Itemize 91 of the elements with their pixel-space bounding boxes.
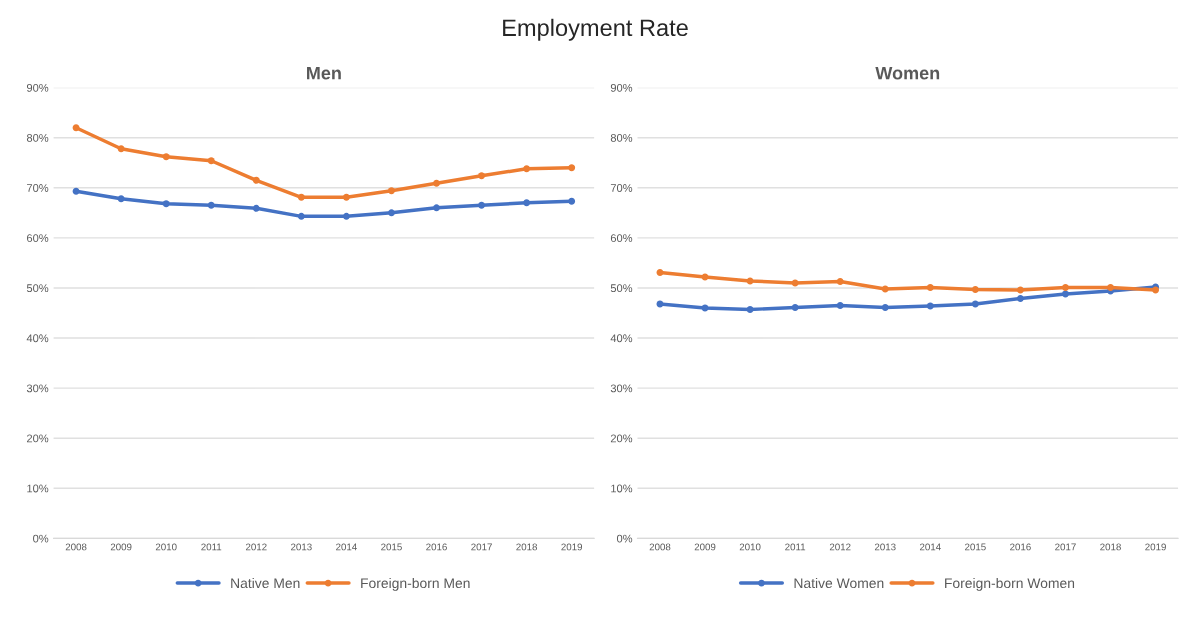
x-tick-label: 2019 [1145,543,1166,551]
x-tick-label: 2008 [649,543,671,551]
y-tick-label: 60% [610,234,633,243]
point [252,204,260,212]
point [656,268,664,276]
point [72,124,80,132]
point [568,164,576,172]
point [1016,286,1024,294]
point [881,285,889,293]
point [342,193,350,201]
point [297,212,305,220]
y-tick-label: 0% [616,534,633,543]
y-tick-label: 80% [26,133,49,142]
y-tick-label: 40% [26,334,49,343]
x-tick-label: 2017 [1055,543,1076,551]
x-tick-label: 2010 [739,543,761,551]
chart-title: Men [307,66,341,80]
x-tick-label: 2008 [65,543,87,551]
legend-label: Foreign-born Men [361,577,470,591]
point [836,277,844,285]
y-tick-label: 30% [26,384,49,393]
legend-label: Native Men [231,577,300,589]
chart-title: Women [875,66,940,80]
y-tick-label: 10% [27,484,49,493]
point [162,200,170,208]
point [881,304,889,311]
legend-label: Native Women [794,577,884,589]
point [836,302,844,309]
x-tick-label: 2012 [245,543,267,551]
x-tick-label: 2016 [1010,543,1031,551]
x-tick-label: 2013 [291,543,312,551]
x-tick-label: 2013 [874,543,896,551]
x-tick-label: 2011 [785,543,806,551]
text: Employment Rate [503,18,688,41]
y-tick-label: 90% [610,83,633,92]
point [433,204,440,212]
point [207,157,215,165]
point [478,172,486,180]
point [523,199,531,207]
y-tick-label: 50% [26,284,49,293]
x-tick-label: 2009 [694,543,716,551]
legend-label: Foreign-born Women [945,577,1075,591]
point [117,195,125,203]
point [207,201,215,209]
x-tick-label: 2017 [471,543,492,551]
x-tick-label: 2014 [336,543,357,551]
point [72,187,80,195]
x-tick-label: 2014 [919,543,941,551]
point [342,212,350,220]
point [433,179,440,187]
x-tick-label: 2018 [1100,543,1121,551]
point [523,165,531,173]
y-tick-label: 40% [610,334,633,343]
x-tick-label: 2019 [561,543,583,551]
y-tick-label: 0% [33,534,49,543]
y-tick-label: 70% [27,184,49,192]
point [1061,283,1069,291]
point [926,302,934,310]
point [478,201,486,209]
x-tick-label: 2011 [201,543,222,551]
y-tick-label: 90% [26,83,49,92]
y-tick-label: 30% [610,384,633,393]
y-tick-label: 10% [611,484,633,493]
point [568,197,576,205]
x-tick-label: 2015 [965,543,986,551]
x-tick-label: 2010 [155,543,177,551]
point [1016,295,1024,302]
point [117,145,125,153]
point [1107,283,1114,291]
point [926,283,934,291]
y-tick-label: 80% [610,133,633,142]
x-tick-label: 2016 [426,543,447,551]
y-tick-label: 60% [27,234,49,243]
x-tick-label: 2015 [381,543,402,551]
point [971,285,979,293]
y-tick-label: 50% [610,284,633,293]
x-tick-label: 2018 [516,543,538,551]
point [1061,290,1069,298]
y-tick-label: 20% [27,434,49,443]
point [297,193,305,201]
point [387,187,395,195]
point [162,153,170,161]
y-tick-label: 70% [610,184,633,192]
x-tick-label: 2012 [829,543,851,551]
x-tick-label: 2009 [110,543,132,551]
point [971,300,979,308]
y-tick-label: 20% [610,434,633,443]
point [746,306,754,313]
point [252,176,260,184]
point [387,209,395,217]
point [791,304,799,311]
